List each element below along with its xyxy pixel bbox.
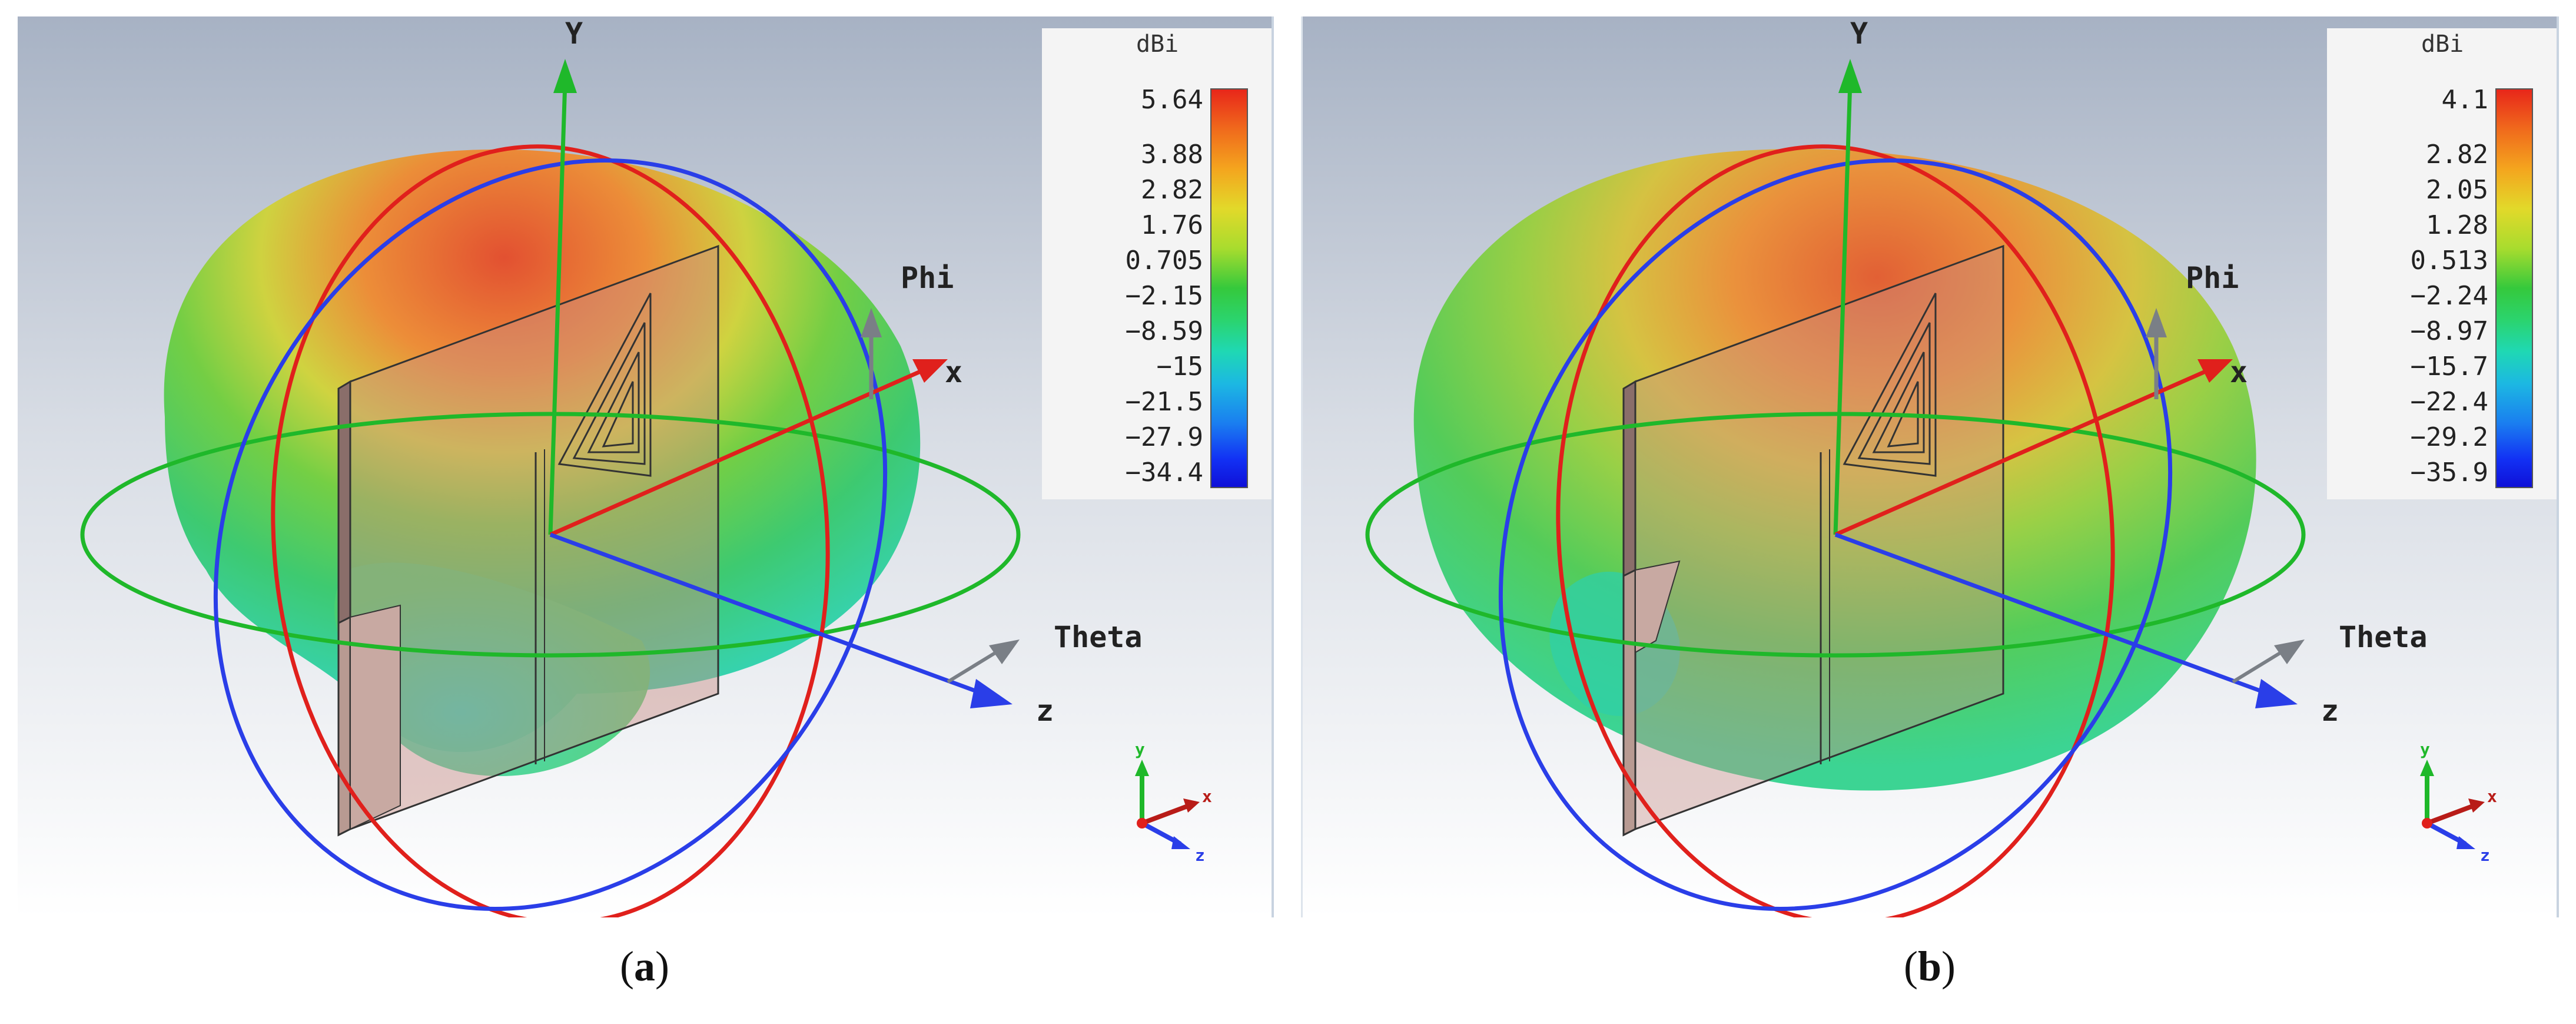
colorbar-label: 2.82 [1141,175,1203,205]
colorbar-label: 3.88 [1141,140,1203,170]
colorbar-label: −34.4 [1125,458,1203,488]
z-axis-label: z [1036,694,1054,728]
colorbar-label: 1.76 [1141,210,1203,240]
colorbar-label: −15.7 [2410,352,2488,382]
colorbar-label: −35.9 [2410,458,2488,488]
colorbar-label: −15 [1156,352,1203,382]
colorbar-label: 2.82 [2426,140,2488,170]
colorbar-label: 5.64 [1141,85,1203,115]
x-axis-label: x [2230,355,2248,389]
mini-z-label: z [1195,846,1205,865]
mini-z-label: z [2480,846,2490,865]
mini-x-label: x [2487,787,2497,806]
mini-y-label: y [1135,740,1145,759]
mini-x-label: x [1202,787,1212,806]
pattern-panel-b: Y x z Phi Theta y x z dBi 4.1 2.82 2.05 … [1301,16,2559,917]
y-axis-label: Y [565,16,583,51]
colorbar-unit: dBi [2421,31,2464,58]
z-axis-label: z [2321,694,2339,728]
colorbar-label: 0.513 [2410,246,2488,276]
theta-label: Theta [1054,620,1143,654]
colorbar-label: −8.97 [2410,316,2488,346]
caption-b: (b) [1903,943,1956,990]
colorbar-gradient [2495,88,2533,488]
colorbar-label: −2.15 [1125,281,1203,311]
caption-letter: b [1917,943,1942,990]
theta-label: Theta [2339,620,2428,654]
colorbar-label: −8.59 [1125,316,1203,346]
colorbar-a: dBi 5.64 3.88 2.82 1.76 0.705 −2.15 −8.5… [1042,28,1272,499]
colorbar-label: 4.1 [2441,85,2488,115]
colorbar-label: −29.2 [2410,422,2488,452]
mini-y-label: y [2420,740,2430,759]
caption-letter: a [634,943,655,990]
caption-a: (a) [620,943,669,990]
colorbar-gradient [1210,88,1248,488]
colorbar-label: −2.24 [2410,281,2488,311]
colorbar-label: 1.28 [2426,210,2488,240]
x-axis-label: x [945,355,963,389]
y-axis-label: Y [1850,16,1868,51]
colorbar-b: dBi 4.1 2.82 2.05 1.28 0.513 −2.24 −8.97… [2327,28,2557,499]
colorbar-label: 2.05 [2426,175,2488,205]
colorbar-label: −27.9 [1125,422,1203,452]
colorbar-unit: dBi [1136,31,1179,58]
colorbar-label: −21.5 [1125,387,1203,417]
phi-label: Phi [901,261,954,295]
colorbar-label: −22.4 [2410,387,2488,417]
phi-label: Phi [2186,261,2239,295]
pattern-panel-a: Y x z Phi Theta y x z dBi 5.64 3.88 2.82… [18,16,1274,917]
colorbar-label: 0.705 [1125,246,1203,276]
